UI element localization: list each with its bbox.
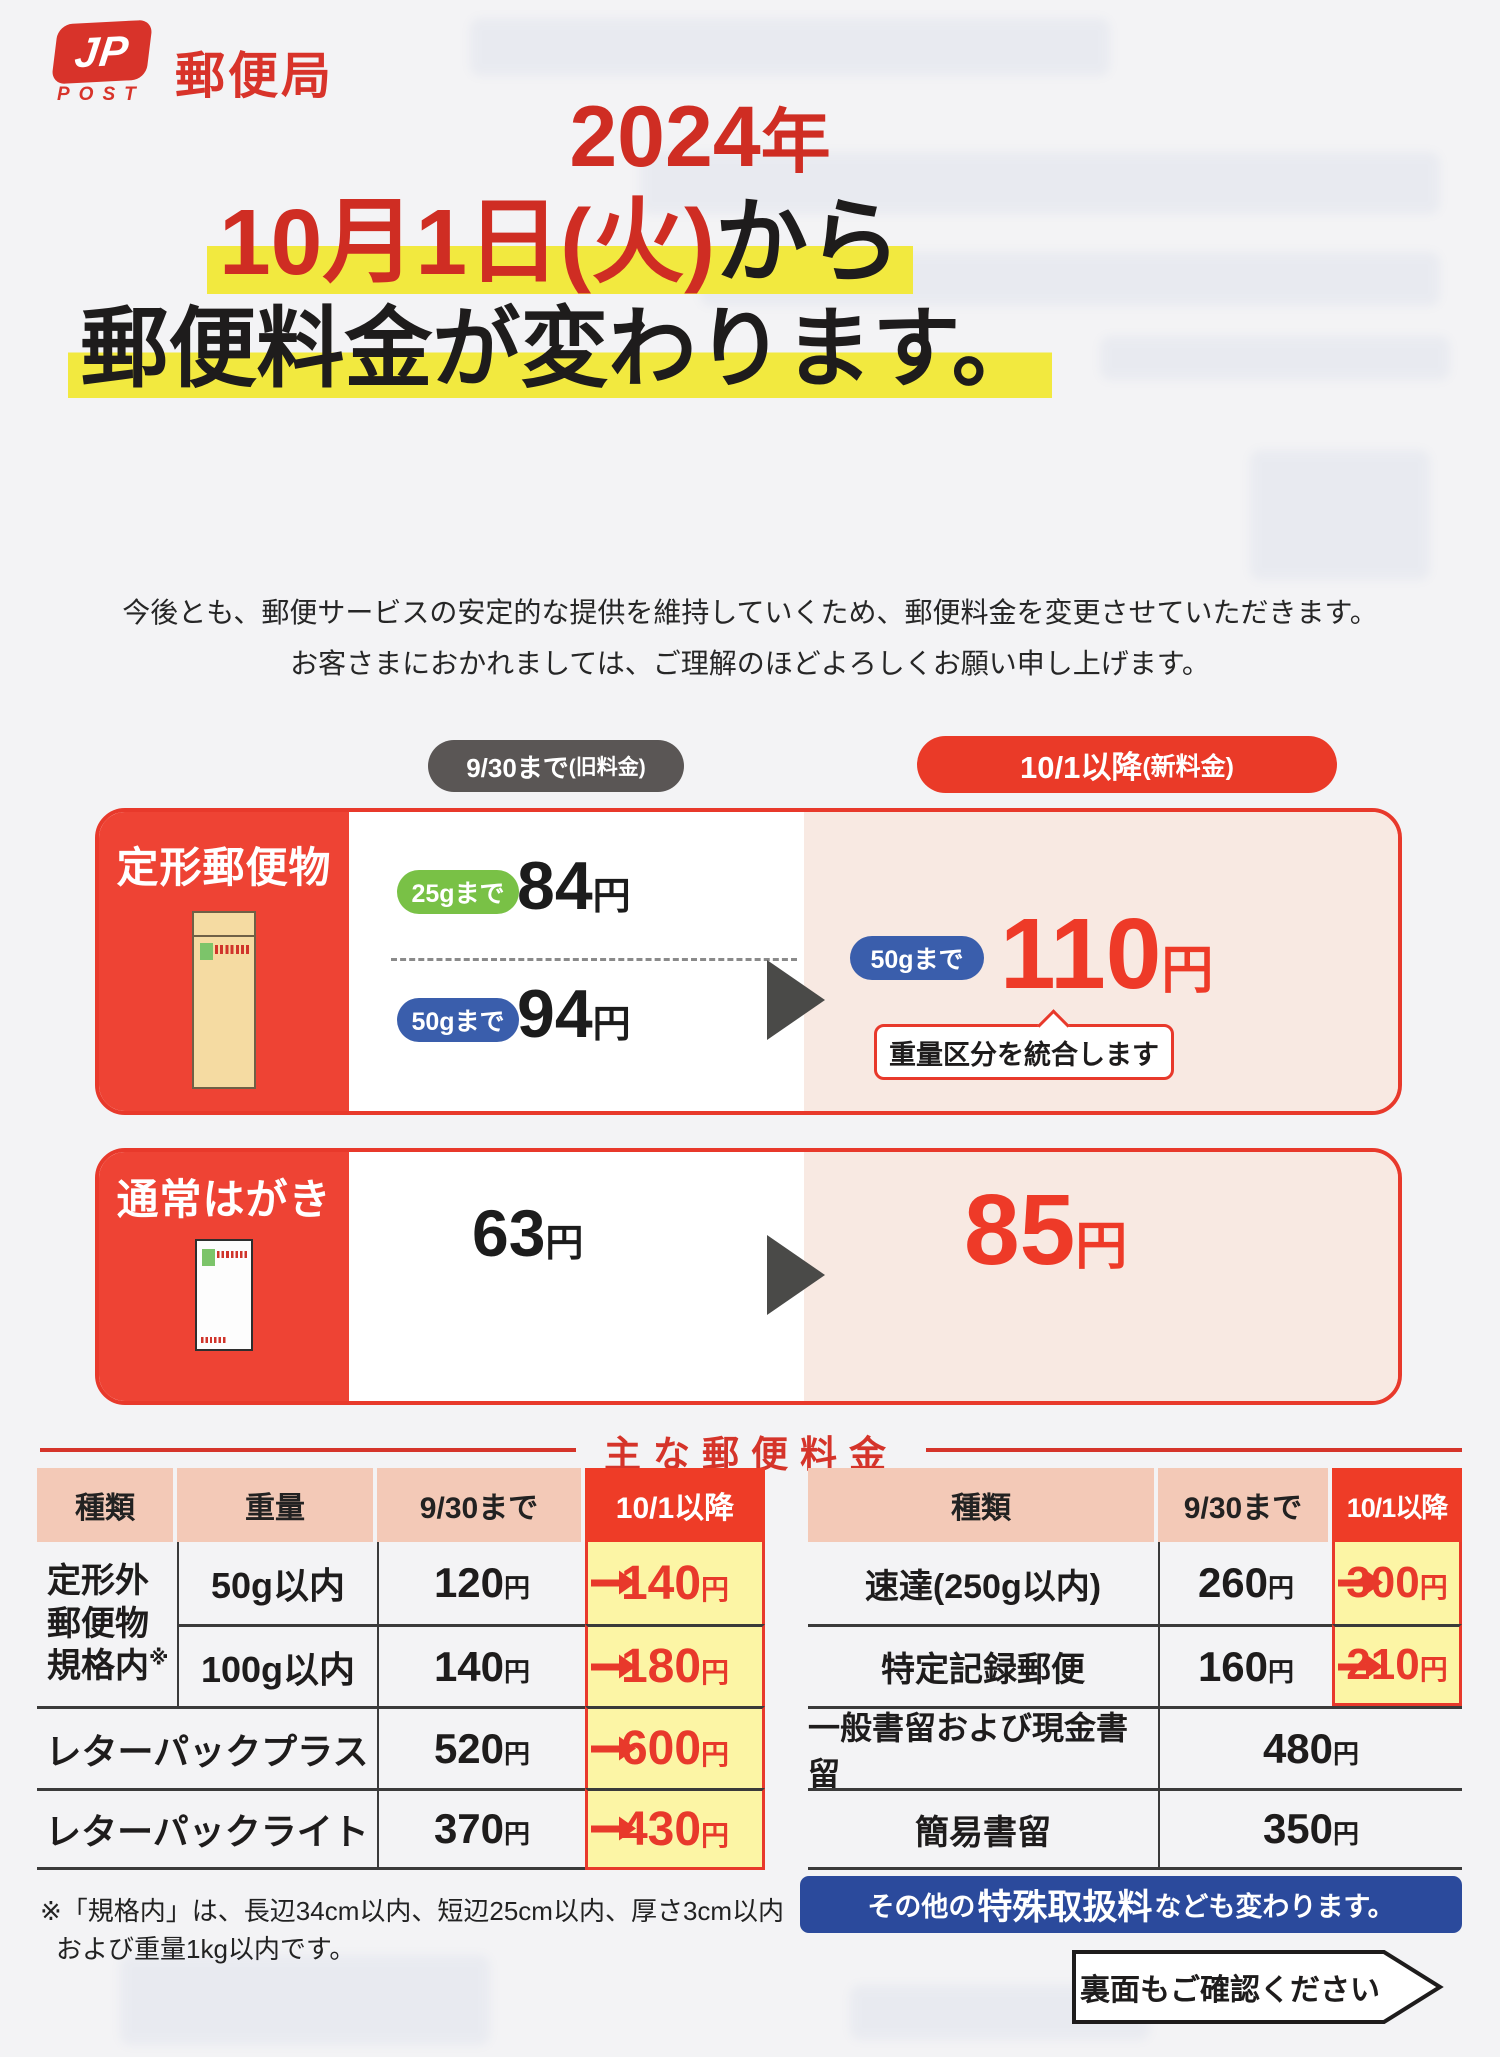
kind-cell: 特定記録郵便	[808, 1624, 1158, 1706]
kind-cell-oversized-mail: 定形外 郵便物 規格内※	[47, 1562, 169, 1686]
kind-cell: 簡易書留	[808, 1788, 1158, 1870]
old-price-84: 84円	[517, 848, 631, 924]
old-price-cell: 160円	[1158, 1624, 1383, 1706]
old-price-cell: 370円	[377, 1788, 636, 1870]
jp-logo-letters: JP	[72, 26, 132, 77]
intro-line-2: お客さまにおかれましては、ご理解のほどよろしくお願い申し上げます。	[290, 647, 1210, 679]
special-note-pre: その他の	[867, 1892, 976, 1922]
column-header: 重量	[177, 1468, 373, 1542]
print-showthrough	[120, 1955, 490, 2045]
weight-badge-50g-old: 50gまで	[397, 998, 519, 1042]
new-rate-area: 85円	[804, 1152, 1398, 1401]
print-showthrough	[1250, 450, 1430, 580]
new-price-110: 110円	[1000, 898, 1214, 1010]
column-header: 9/30まで	[377, 1468, 581, 1542]
card-title: 通常はがき	[116, 1176, 332, 1223]
weight-merge-callout: 重量区分を統合します	[874, 1024, 1174, 1080]
back-arrow-shape	[1072, 1950, 1444, 2024]
title-main-text: 郵便料金が変わります。	[68, 299, 1052, 398]
old-rate-period-text: 9/30まで	[466, 752, 569, 783]
old-rate-period-note: (旧料金)	[568, 756, 646, 779]
old-price-cell: 520円	[377, 1706, 636, 1788]
section-rule-right	[926, 1448, 1462, 1478]
standard-mail-label-panel: 定形郵便物	[99, 812, 349, 1111]
special-note-emphasis: 特殊取扱料	[977, 1888, 1153, 1927]
footnote-marker: ※	[149, 1647, 169, 1670]
brand-name: 郵便局	[175, 48, 334, 104]
see-reverse-side-banner: 裏面もご確認ください	[1072, 1950, 1444, 2024]
section-rule-left	[40, 1448, 576, 1478]
price-arrow-icon	[1338, 1654, 1383, 1678]
kind-cell: 一般書留および現金書留	[808, 1706, 1158, 1792]
special-handling-note: その他の 特殊取扱料 なども変わります。	[800, 1876, 1462, 1933]
see-reverse-side-label: 裏面もご確認ください	[1080, 1974, 1380, 2007]
jp-logo-icon: JP POST	[50, 19, 155, 106]
old-price-94: 94円	[517, 976, 631, 1052]
new-rate-period-note: (新料金)	[1142, 752, 1234, 781]
title-year-suffix: 年	[760, 103, 831, 181]
old-price-cell: 120円	[377, 1542, 636, 1624]
weight-cell: 50g以内	[177, 1542, 377, 1624]
footnote-line-2: および重量1kg以内です。	[56, 1933, 356, 1964]
price-arrow-icon	[591, 1736, 636, 1760]
title-date: 10月1日(火)	[218, 190, 716, 294]
old-price-cell: 260円	[1158, 1542, 1383, 1624]
price-arrow-icon	[1338, 1570, 1383, 1595]
weight-badge-25g: 25gまで	[397, 870, 519, 914]
intro-line-1: 今後とも、郵便サービスの安定的な提供を維持していくため、郵便料金を変更させていた…	[122, 597, 1378, 628]
column-header: 種類	[37, 1468, 173, 1542]
new-rate-period-text: 10/1以降	[1020, 750, 1143, 785]
column-header-new: 10/1以降	[585, 1468, 765, 1542]
standard-mail-card: 50gまで 110円 重量区分を統合します 定形郵便物 25gまで 84円 50…	[95, 808, 1402, 1115]
weight-cell: 100g以内	[177, 1624, 377, 1706]
jp-post-logo: JP POST 郵便局	[50, 19, 334, 108]
flat-price-cell: 350円	[1158, 1788, 1462, 1870]
dashed-divider	[391, 958, 797, 961]
rates-table-right: 種類 9/30まで 10/1以降 速達(250g以内) 260円 300円 特定…	[808, 1468, 1462, 1870]
title-year-number: 2024	[569, 89, 761, 185]
price-arrow-icon	[591, 1570, 636, 1595]
price-arrow-icon	[591, 1816, 636, 1841]
print-showthrough	[470, 18, 1110, 76]
kind-cell: レターパックプラス	[37, 1706, 377, 1788]
title-main-line: 郵便料金が変わります。	[0, 298, 1120, 399]
kind-cell: レターパックライト	[37, 1788, 377, 1870]
new-price-cell: 300円	[1332, 1542, 1462, 1624]
weight-badge-50g: 50gまで	[850, 936, 984, 980]
kind-cell: 速達(250g以内)	[864, 1567, 1102, 1606]
footnote-line-1: ※「規格内」は、長辺34cm以内、短辺25cm以内、厚さ3cm以内	[40, 1896, 785, 1926]
title-year: 2024年	[0, 90, 1400, 185]
column-header: 9/30まで	[1158, 1468, 1328, 1542]
card-title: 定形郵便物	[116, 844, 332, 891]
new-price-cell: 210円	[1332, 1624, 1462, 1706]
postcard-icon	[195, 1239, 253, 1351]
flat-price-cell: 480円	[1158, 1706, 1462, 1788]
title-kara: から	[715, 190, 902, 294]
old-price-cell: 140円	[377, 1624, 636, 1706]
envelope-icon	[192, 911, 256, 1089]
jp-logo-post-text: POST	[57, 84, 145, 105]
new-rate-area: 50gまで 110円 重量区分を統合します	[804, 812, 1398, 1111]
intro-paragraph: 今後とも、郵便サービスの安定的な提供を維持していくため、郵便料金を変更させていた…	[0, 588, 1500, 690]
title-date-line: 10月1日(火)から	[0, 190, 1120, 294]
column-header: 種類	[808, 1468, 1154, 1542]
old-price-63: 63円	[472, 1196, 584, 1270]
print-showthrough	[1100, 336, 1450, 380]
special-note-post: なども変わります。	[1154, 1892, 1395, 1922]
price-arrow-icon	[591, 1654, 636, 1678]
rates-table-left: 種類 重量 9/30まで 10/1以降 定形外 郵便物 規格内※ 50g以内 1…	[37, 1468, 765, 1870]
new-rate-period-badge: 10/1以降 (新料金)	[917, 736, 1337, 793]
new-price-85: 85円	[964, 1174, 1128, 1286]
old-rate-period-badge: 9/30まで (旧料金)	[428, 740, 684, 792]
column-header-new: 10/1以降	[1332, 1468, 1462, 1542]
change-arrow-icon	[767, 960, 825, 1040]
size-limit-footnote: ※「規格内」は、長辺34cm以内、短辺25cm以内、厚さ3cm以内 および重量1…	[40, 1893, 784, 1968]
postcard-label-panel: 通常はがき	[99, 1152, 349, 1401]
postcard-card: 85円 通常はがき 63円	[95, 1148, 1402, 1405]
change-arrow-icon	[767, 1235, 825, 1315]
